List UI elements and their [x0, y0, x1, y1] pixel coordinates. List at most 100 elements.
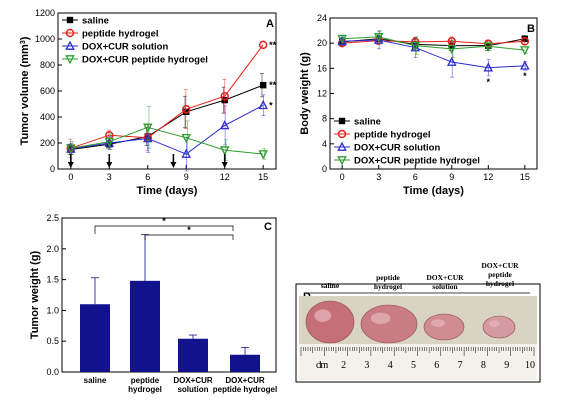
panel-b-data-point [373, 33, 384, 43]
panel-c-y-tick-label: 2.5 [46, 213, 59, 223]
panel-a-y-tick-label: 0 [50, 164, 55, 174]
panel-b-data-point [446, 56, 457, 66]
significance-mark: * [187, 225, 191, 235]
panel-a-data-point [142, 133, 153, 143]
panel-a-x-tick-label: 3 [107, 172, 112, 182]
panel-a-y-tick-label: 600 [40, 86, 55, 96]
panel-b-x-tick-label: 9 [449, 172, 454, 182]
ruler-number: 6 [434, 360, 439, 371]
tumor-specimen [360, 304, 418, 344]
panel-a-x-tick-label: 12 [220, 172, 230, 182]
bar-category-label: peptide hydrogel [213, 385, 277, 394]
legend-marker [65, 40, 75, 50]
panel-c-y-tick-label: 2.0 [46, 244, 59, 254]
panel-c-y-tick-label: 1.5 [46, 275, 59, 285]
panel-b-data-point [485, 42, 492, 49]
panel-a-data-point [142, 123, 153, 133]
panel-c-tumor-weight-chart: 0.0 0.5 1.0 1.5 2.0 2.5 Tumor weight (g) Csalin… [29, 213, 277, 394]
panel-b-y-tick-label: 16 [317, 63, 327, 73]
photo-group-label: hydrogel [374, 282, 402, 291]
panel-a-data-point [67, 146, 75, 153]
panel-a-tumor-volume-chart: 0 3 6 9 12 15 0 200 400 600 800 1000 1200 Time (days)… [19, 8, 277, 197]
photo-group-label: saline [321, 281, 340, 290]
panel-b-data-point [375, 35, 382, 42]
panel-b-data-point [483, 62, 494, 72]
panel-a-data-point [220, 91, 229, 101]
panel-b-series-line [342, 39, 525, 69]
bar-category-label: DOX+CUR [173, 376, 213, 385]
tumor-highlight [314, 309, 332, 323]
significance-bracket [94, 225, 234, 234]
bar-category-label: solution [177, 385, 208, 394]
panel-a-data-point [144, 133, 151, 140]
panel-a-series-line [70, 44, 264, 149]
significance-mark: ** [269, 80, 277, 90]
legend-entry: peptide hydrogel [354, 130, 431, 141]
significance-mark: * [523, 71, 527, 81]
legend-marker [66, 16, 74, 24]
panel-b-data-point [483, 42, 494, 52]
injection-arrow-head [67, 162, 74, 168]
panel-b-x-tick-label: 15 [520, 172, 530, 182]
tumor-highlight [431, 319, 445, 327]
panel-b-data-point [520, 46, 530, 56]
panel-a-data-point [258, 40, 268, 50]
ruler-number: 1 [318, 360, 323, 371]
ruler-number: 10 [525, 360, 535, 371]
significance-mark: * [487, 77, 491, 87]
panel-a-data-point [181, 133, 192, 144]
significance-mark: * [269, 100, 273, 110]
ruler-unit: cm [316, 360, 328, 371]
panel-b-x-tick-label: 12 [483, 172, 493, 182]
ruler-number: 2 [341, 360, 346, 371]
panel-b-series-line [342, 40, 525, 45]
bar-category-label: hydrogel [128, 385, 162, 394]
tumor-specimen [423, 313, 465, 341]
tumor-specimen [482, 315, 516, 339]
panel-a-letter: A [266, 18, 274, 30]
panel-a-series-line [70, 84, 264, 150]
panel-a-series-line [70, 126, 264, 155]
panel-c-y-tick-label: 0.0 [46, 367, 59, 377]
panel-a-data-point [183, 108, 190, 115]
panel-c-y-tick-label: 1.0 [46, 305, 59, 315]
panel-d-tumor-photo: D salinepeptidehydrogelDOX+CURsolutionDO… [295, 261, 541, 383]
injection-arrow-head [106, 162, 113, 168]
panel-b-x-tick-label: 0 [340, 172, 345, 182]
panel-b-x-tick-label: 6 [413, 172, 418, 182]
panel-b-data-point [447, 37, 457, 46]
legend-entry: saline [354, 117, 381, 128]
significance-bracket [144, 234, 234, 240]
panel-b-data-point [337, 34, 347, 45]
photo-group-label: peptide [488, 270, 512, 279]
bar [80, 304, 110, 372]
legend-entry: DOX+CUR solution [82, 42, 168, 53]
legend-marker [65, 28, 75, 38]
significance-mark: * [162, 216, 166, 226]
legend-entry: DOX+CUR peptide hydrogel [82, 55, 208, 66]
significance-mark: ** [269, 40, 277, 50]
legend-marker [338, 117, 346, 125]
panel-a-data-point [66, 144, 76, 154]
tumor-highlight [488, 320, 500, 328]
tumor-specimen [305, 300, 355, 344]
panel-a-y-axis-label: Tumor volume (mm3) [19, 36, 31, 145]
panel-a-x-tick-label: 0 [68, 172, 73, 182]
panel-a-x-tick-label: 6 [145, 172, 150, 182]
ruler [299, 344, 537, 380]
bar [130, 280, 160, 372]
panel-a-y-tick-label: 1200 [35, 8, 55, 18]
legend-entry: DOX+CUR peptide hydrogel [354, 156, 480, 167]
photo-group-label: hydrogel [486, 279, 514, 288]
panel-a-x-tick-label: 9 [184, 172, 189, 182]
bar-category-label: saline [84, 376, 107, 385]
panel-a-y-tick-label: 400 [40, 112, 55, 122]
bar [178, 338, 208, 372]
legend-entry: saline [82, 16, 109, 27]
panel-a-y-tick-label: 1000 [35, 34, 55, 44]
panel-a-data-point [219, 146, 230, 156]
legend-marker [337, 156, 347, 166]
photo-group-label: peptide [376, 273, 400, 282]
panel-b-y-tick-label: 12 [317, 89, 327, 99]
